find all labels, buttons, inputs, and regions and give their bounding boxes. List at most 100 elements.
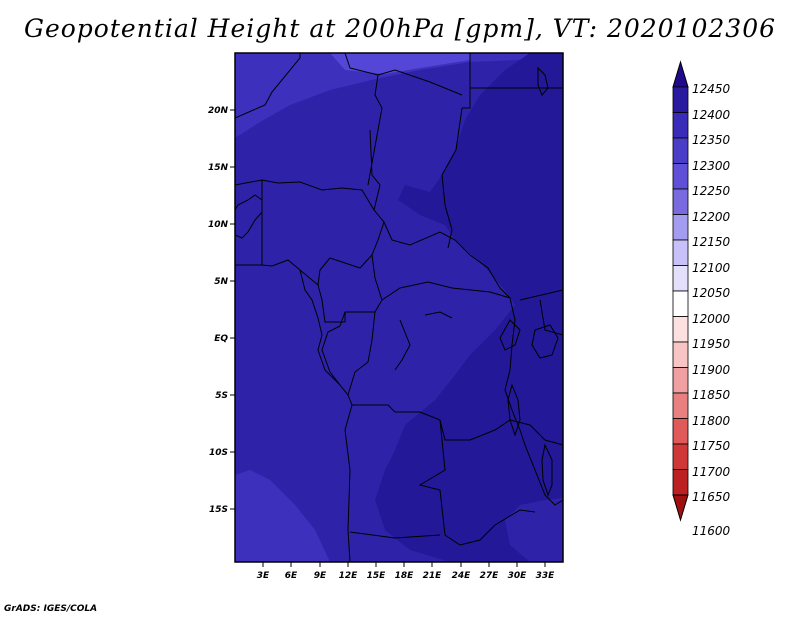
border-line — [235, 53, 301, 119]
border-line — [349, 531, 441, 539]
footer-credit: GrADS: IGES/COLA — [4, 604, 98, 614]
border-line — [383, 221, 511, 299]
level-12300-north-region — [330, 53, 470, 74]
lat-label: 15N — [208, 163, 229, 173]
latitude-axis: 20N 15N 10N 5N EQ 5S 10S 15S — [208, 106, 235, 515]
border-line — [418, 419, 536, 546]
colorbar-box — [672, 137, 689, 164]
lat-label: EQ — [214, 334, 228, 344]
level-12400-east-pocket — [505, 498, 563, 562]
lake-outline — [499, 319, 521, 351]
colorbar-label: 12300 — [692, 159, 731, 173]
colorbar-box — [672, 290, 689, 317]
lon-label: 21E — [423, 571, 443, 581]
map-title: Geopotential Height at 200hPa [gpm], VT:… — [23, 14, 777, 43]
colorbar-box — [672, 443, 689, 470]
colorbar-label: 12100 — [692, 261, 731, 275]
border-line — [235, 194, 263, 239]
colorbar-label: 12000 — [692, 312, 731, 326]
lon-label: 9E — [314, 571, 327, 581]
border-line — [367, 74, 383, 186]
lon-label: 27E — [480, 571, 500, 581]
lon-label: 18E — [395, 571, 415, 581]
border-line — [519, 289, 563, 301]
lon-label: 3E — [257, 571, 270, 581]
colorbar-box — [672, 392, 689, 419]
colorbar-label: 12200 — [692, 210, 731, 224]
lat-label: 5S — [215, 391, 228, 401]
colorbar-top-arrow — [672, 60, 689, 88]
lat-label: 15S — [209, 505, 228, 515]
level-12350-southwest-region — [235, 470, 330, 562]
colorbar-label: 11800 — [692, 414, 731, 428]
border-line — [369, 129, 381, 211]
river-line — [424, 311, 453, 319]
colorbar-label: 11650 — [692, 490, 731, 504]
coastline — [299, 269, 341, 386]
colorbar-label: 11900 — [692, 363, 731, 377]
border-line — [441, 107, 463, 249]
level-12450-east-region — [375, 53, 563, 562]
colorbar-box — [672, 469, 689, 496]
river-line — [394, 319, 411, 371]
border-line — [339, 254, 383, 327]
colorbar-labels: 12450 12400 12350 12300 12250 12200 1215… — [692, 82, 731, 538]
colorbar: 12450 12400 12350 12300 12250 12200 1215… — [672, 60, 731, 538]
lon-label: 30E — [508, 571, 528, 581]
colorbar-box — [672, 188, 689, 215]
lon-label: 6E — [285, 571, 298, 581]
lat-label: 10S — [209, 448, 228, 458]
lat-label: 20N — [208, 106, 229, 116]
border-line — [344, 404, 353, 562]
colorbar-box — [672, 341, 689, 368]
colorbar-box — [672, 265, 689, 292]
border-line — [462, 53, 471, 109]
colorbar-label: 12350 — [692, 133, 731, 147]
colorbar-box — [672, 214, 689, 241]
border-line — [381, 281, 511, 301]
lake-outline — [541, 443, 553, 497]
longitude-axis: 3E 6E 9E 12E 15E 18E 21E 24E 27E 30E 33E — [257, 562, 555, 581]
border-line — [321, 325, 511, 441]
colorbar-label: 12050 — [692, 286, 731, 300]
map-frame — [234, 52, 564, 563]
colorbar-box — [672, 367, 689, 394]
colorbar-label: 11750 — [692, 439, 731, 453]
border-line — [261, 180, 319, 286]
lon-label: 24E — [452, 571, 472, 581]
colorbar-label: 12400 — [692, 108, 731, 122]
colorbar-boxes — [672, 60, 689, 522]
colorbar-label: 12450 — [692, 82, 731, 96]
colorbar-box — [672, 86, 689, 113]
border-line — [539, 299, 563, 336]
lon-label: 12E — [339, 571, 359, 581]
lon-label: 33E — [536, 571, 556, 581]
border-line — [509, 419, 563, 446]
colorbar-label: 12150 — [692, 235, 731, 249]
colorbar-box — [672, 163, 689, 190]
lon-label: 15E — [367, 571, 387, 581]
colorbar-label: 11600 — [692, 524, 731, 538]
lake-outline — [537, 66, 549, 96]
border-line — [347, 311, 376, 396]
lake-outline — [507, 383, 521, 437]
border-line — [317, 284, 346, 323]
lat-label: 5N — [214, 277, 228, 287]
border-line — [344, 53, 463, 96]
colorbar-box — [672, 112, 689, 139]
level-12350-north-region — [235, 53, 563, 138]
lake-outline — [531, 324, 559, 359]
colorbar-box — [672, 239, 689, 266]
lat-label: 10N — [208, 220, 229, 230]
border-line — [504, 297, 563, 506]
colorbar-bottom-arrow — [672, 494, 689, 522]
colorbar-label: 12250 — [692, 184, 731, 198]
colorbar-box — [672, 418, 689, 445]
colorbar-label: 11950 — [692, 337, 731, 351]
colorbar-label: 11850 — [692, 388, 731, 402]
shaded-field — [235, 53, 563, 562]
colorbar-label: 11700 — [692, 465, 731, 479]
colorbar-box — [672, 316, 689, 343]
borders — [235, 53, 563, 562]
